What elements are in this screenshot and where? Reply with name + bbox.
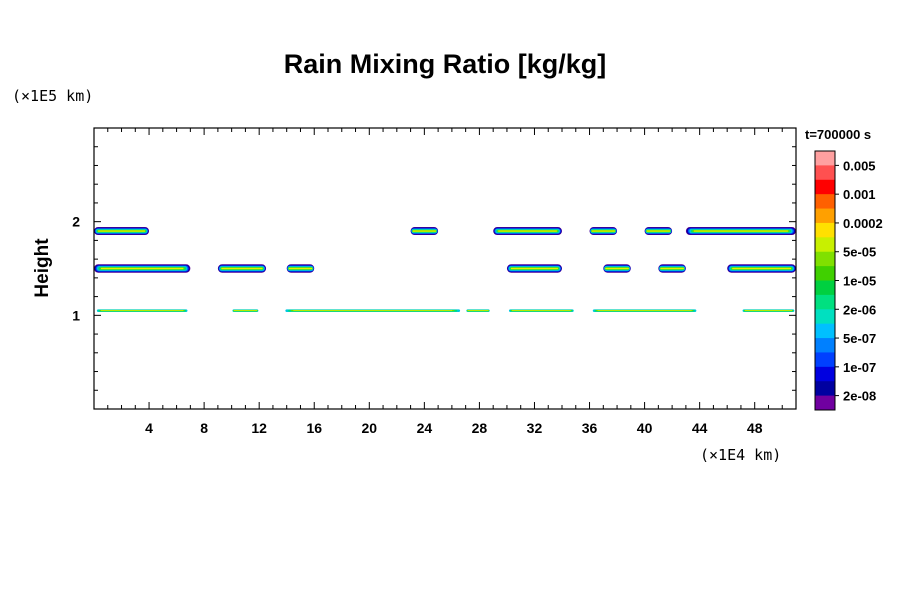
x-tick-label: 32 bbox=[527, 420, 543, 436]
cloud-patch bbox=[597, 310, 692, 311]
cloud-patch bbox=[221, 267, 263, 270]
x-tick-label: 20 bbox=[362, 420, 378, 436]
cloud-field bbox=[94, 227, 796, 312]
colorbar-level-label: 5e-07 bbox=[843, 331, 876, 346]
cloud-patch bbox=[510, 267, 559, 270]
colorbar-swatch bbox=[815, 323, 835, 339]
colorbar-level-label: 0.0002 bbox=[843, 216, 883, 231]
colorbar-swatch bbox=[815, 165, 835, 181]
cloud-patch bbox=[293, 310, 453, 311]
colorbar-swatch bbox=[815, 366, 835, 382]
x-tick-label: 44 bbox=[692, 420, 708, 436]
cloud-patch bbox=[288, 267, 313, 270]
colorbar-swatch bbox=[815, 381, 835, 397]
colorbar-level-label: 1e-05 bbox=[843, 274, 876, 289]
colorbar-swatch bbox=[815, 294, 835, 310]
cloud-patch bbox=[467, 310, 489, 311]
y-scale-label: (×1E5 km) bbox=[12, 87, 93, 105]
cloud-patch bbox=[233, 310, 258, 311]
colorbar-labels: 0.005 0.001 0.0002 5e-05 1e-05 2e-06 5e-07 1e-0… bbox=[835, 158, 883, 404]
colorbar-swatch bbox=[815, 266, 835, 281]
cloud-patch bbox=[100, 267, 184, 270]
cloud-patch bbox=[744, 310, 793, 311]
colorbar-level-label: 0.005 bbox=[843, 158, 876, 173]
x-tick-label: 48 bbox=[747, 420, 763, 436]
x-scale-label: (×1E4 km) bbox=[700, 446, 781, 464]
colorbar-swatch bbox=[815, 194, 835, 210]
x-tick-label: 28 bbox=[472, 420, 488, 436]
colorbar-swatch bbox=[815, 179, 835, 195]
colorbar-level-label: 2e-08 bbox=[843, 389, 876, 404]
x-tick-label: 8 bbox=[200, 420, 208, 436]
cloud-patch bbox=[660, 267, 684, 270]
chart-title: Rain Mixing Ratio [kg/kg] bbox=[284, 49, 607, 79]
colorbar-swatch bbox=[815, 222, 835, 238]
colorbar-swatch bbox=[815, 352, 835, 368]
colorbar bbox=[814, 150, 836, 411]
x-tick-label: 12 bbox=[251, 420, 267, 436]
x-tick-label: 24 bbox=[417, 420, 433, 436]
y-axis-label: Height bbox=[32, 238, 53, 298]
colorbar-swatch bbox=[815, 309, 835, 325]
time-label: t=700000 s bbox=[805, 127, 871, 142]
colorbar-swatch bbox=[815, 338, 835, 353]
axis-ticks bbox=[94, 128, 796, 409]
y-tick-labels: 12 bbox=[72, 214, 80, 324]
cloud-patch bbox=[591, 230, 616, 232]
cloud-patch bbox=[97, 230, 146, 232]
colorbar-level-label: 2e-06 bbox=[843, 302, 876, 317]
colorbar-swatch bbox=[815, 208, 835, 224]
x-tick-label: 36 bbox=[582, 420, 598, 436]
y-tick-label: 2 bbox=[72, 214, 80, 230]
colorbar-swatch bbox=[815, 151, 835, 166]
colorbar-level-label: 1e-07 bbox=[843, 360, 876, 375]
cloud-patch bbox=[693, 230, 789, 232]
colorbar-swatch bbox=[815, 280, 835, 296]
colorbar-level-label: 0.001 bbox=[843, 187, 876, 202]
colorbar-swatch bbox=[815, 237, 835, 253]
colorbar-swatch bbox=[815, 251, 835, 267]
colorbar-level-label: 5e-05 bbox=[843, 245, 876, 260]
cloud-patch bbox=[732, 267, 792, 270]
colorbar-swatch bbox=[815, 395, 835, 411]
cloud-patch bbox=[511, 310, 571, 311]
cloud-patch bbox=[498, 230, 558, 232]
cloud-patch bbox=[100, 310, 184, 311]
cloud-patch bbox=[412, 230, 437, 232]
x-tick-labels: 4 8 12 16 20 24 28 32 36 40 44 48 bbox=[145, 420, 763, 436]
x-tick-label: 4 bbox=[145, 420, 153, 436]
cloud-patch bbox=[646, 230, 671, 232]
x-tick-label: 16 bbox=[306, 420, 322, 436]
cloud-patch bbox=[605, 267, 629, 270]
x-tick-label: 40 bbox=[637, 420, 653, 436]
y-tick-label: 1 bbox=[72, 307, 80, 323]
plot-frame bbox=[93, 127, 797, 410]
